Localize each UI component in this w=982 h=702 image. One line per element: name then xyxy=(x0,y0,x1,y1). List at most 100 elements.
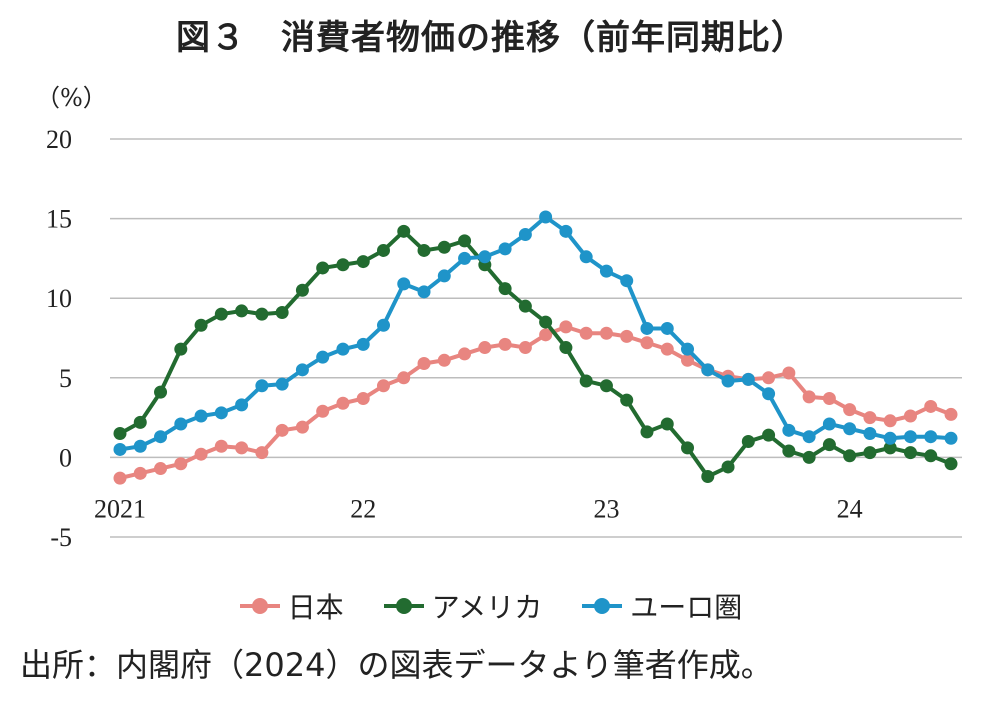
data-point xyxy=(458,234,472,248)
data-point xyxy=(579,250,593,264)
data-point xyxy=(417,356,431,370)
data-point xyxy=(620,393,634,407)
data-point xyxy=(802,450,816,464)
data-point xyxy=(883,441,897,455)
data-point xyxy=(782,444,796,458)
data-point xyxy=(316,350,330,364)
data-point xyxy=(944,407,958,421)
data-point xyxy=(275,377,289,391)
data-point xyxy=(579,374,593,388)
data-point xyxy=(822,391,836,405)
data-point xyxy=(863,411,877,425)
data-point xyxy=(133,415,147,429)
data-point xyxy=(194,318,208,332)
data-point xyxy=(194,447,208,461)
data-point xyxy=(559,224,573,238)
data-point xyxy=(741,372,755,386)
x-tick-label: 2021 xyxy=(94,494,146,523)
y-tick-label: 10 xyxy=(46,284,72,313)
data-point xyxy=(903,409,917,423)
data-point xyxy=(782,366,796,380)
data-point xyxy=(397,371,411,385)
data-point xyxy=(498,337,512,351)
data-point xyxy=(518,341,532,355)
y-unit-label: （%） xyxy=(36,84,107,112)
y-tick-label: 20 xyxy=(46,125,72,154)
data-point xyxy=(498,282,512,296)
data-point xyxy=(417,243,431,257)
data-point xyxy=(559,320,573,334)
data-point xyxy=(903,430,917,444)
legend: 日本 アメリカ ユーロ圏 xyxy=(0,586,982,626)
legend-swatch xyxy=(239,598,280,614)
data-point xyxy=(154,462,168,476)
data-point xyxy=(660,417,674,431)
data-point xyxy=(275,423,289,437)
x-tick-label: 23 xyxy=(593,494,619,523)
data-point xyxy=(741,434,755,448)
data-point xyxy=(275,306,289,320)
data-point xyxy=(822,417,836,431)
data-point xyxy=(417,285,431,299)
data-point xyxy=(762,371,776,385)
data-point xyxy=(681,441,695,455)
data-point xyxy=(843,403,857,417)
data-point xyxy=(356,255,370,269)
data-point xyxy=(255,446,269,460)
data-point xyxy=(113,427,127,441)
data-point xyxy=(458,251,472,265)
data-point xyxy=(356,337,370,351)
data-point xyxy=(295,363,309,377)
data-point xyxy=(701,363,715,377)
legend-label: 日本 xyxy=(287,591,344,624)
y-tick-label: -5 xyxy=(50,523,72,552)
legend-swatch xyxy=(582,598,623,614)
data-point xyxy=(924,430,938,444)
data-point xyxy=(376,379,390,393)
data-point xyxy=(235,441,249,455)
data-point xyxy=(478,250,492,264)
data-point xyxy=(620,274,634,288)
data-point xyxy=(437,240,451,254)
data-point xyxy=(397,224,411,238)
data-point xyxy=(539,210,553,224)
data-point xyxy=(640,321,654,335)
data-point xyxy=(174,417,188,431)
data-point xyxy=(843,422,857,436)
source-note: 出所：内閣府（2024）の図表データより筆者作成。 xyxy=(20,646,773,684)
data-point xyxy=(579,326,593,340)
data-point xyxy=(376,243,390,257)
data-point xyxy=(214,439,228,453)
x-tick-label: 22 xyxy=(350,494,376,523)
data-point xyxy=(782,423,796,437)
data-point xyxy=(599,264,613,278)
data-point xyxy=(458,347,472,361)
data-point xyxy=(113,442,127,456)
data-point xyxy=(944,431,958,445)
data-point xyxy=(174,342,188,356)
data-point xyxy=(113,471,127,485)
data-point xyxy=(397,277,411,291)
data-point xyxy=(316,404,330,418)
data-point xyxy=(133,466,147,480)
legend-label: アメリカ xyxy=(431,591,543,624)
data-point xyxy=(336,258,350,272)
data-point xyxy=(437,353,451,367)
data-point xyxy=(336,342,350,356)
y-tick-label: 15 xyxy=(46,205,72,234)
data-point xyxy=(478,341,492,355)
data-point xyxy=(721,374,735,388)
line-chart: 20 15 10 5 0 -5 2021 22 23 24 xyxy=(46,125,962,552)
data-point xyxy=(863,446,877,460)
data-point xyxy=(559,341,573,355)
data-point xyxy=(295,420,309,434)
data-point xyxy=(822,438,836,452)
data-point xyxy=(883,414,897,428)
data-point xyxy=(944,457,958,471)
data-point xyxy=(295,283,309,297)
data-point xyxy=(255,379,269,393)
data-point xyxy=(133,439,147,453)
legend-item: ユーロ圏 xyxy=(582,586,742,626)
data-point xyxy=(376,318,390,332)
data-point xyxy=(518,228,532,242)
